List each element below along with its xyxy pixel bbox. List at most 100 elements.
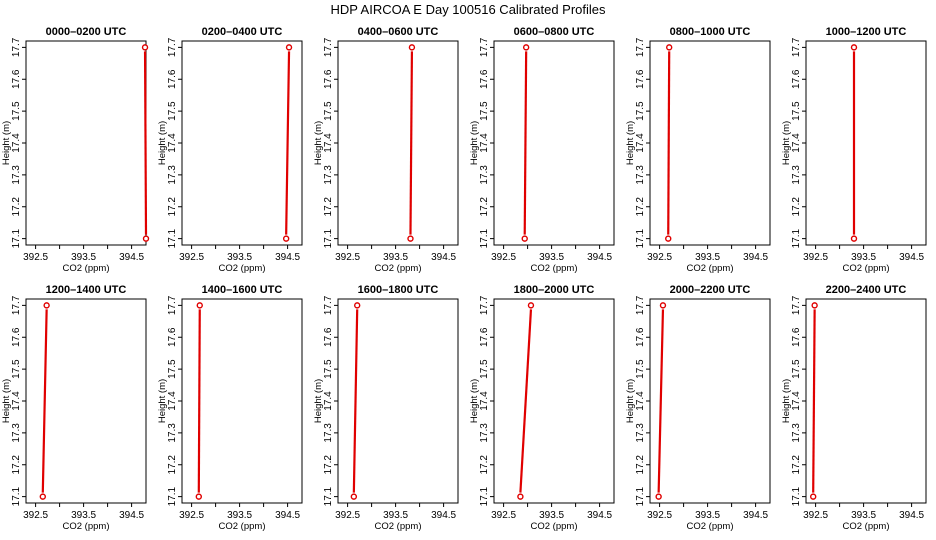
panel-9: 1600–1800 UTC 392.5 393.5 394.5 17.1 17.2 17.3… [313,284,459,532]
y-tick-label: 17.3 [479,423,490,443]
x-tick-label: 394.5 [899,510,924,521]
data-point [195,493,203,500]
data-point [521,235,528,242]
plot-frame [805,40,927,246]
y-tick-label: 17.7 [11,295,22,315]
panel-title: 1600–1800 UTC [358,284,439,296]
x-tick-label: 392.5 [647,510,672,521]
data-point [665,235,672,242]
y-axis-label: Height (m) [313,121,324,165]
y-tick-label: 17.7 [323,37,334,57]
x-axis-label: CO2 (ppm) [687,263,734,274]
y-tick-label: 17.4 [635,391,646,411]
y-tick-label: 17.5 [11,359,22,379]
x-tick-label: 394.5 [743,510,768,521]
x-axis-label: CO2 (ppm) [687,521,734,532]
y-tick-label: 17.4 [791,391,802,411]
y-tick-label: 17.7 [167,37,178,57]
y-tick-label: 17.2 [635,197,646,217]
data-point [141,44,149,51]
y-tick-label: 17.4 [167,133,178,153]
panel-3: 0400–0600 UTC 392.5 393.5 394.5 17.1 17.2 17.3… [313,26,459,274]
plot-frame [181,40,303,246]
y-tick-label: 17.4 [635,133,646,153]
panel-title: 0600–0800 UTC [514,26,595,38]
plot-frame [493,298,615,504]
y-tick-label: 17.2 [791,197,802,217]
y-axis-label: Height (m) [781,121,792,165]
data-point [659,302,667,309]
y-tick-label: 17.5 [791,101,802,121]
x-tick-label: 392.5 [23,252,48,263]
y-tick-label: 17.7 [479,37,490,57]
data-point [522,44,530,51]
x-tick-label: 393.5 [695,510,720,521]
plot-frame [805,298,927,504]
y-tick-label: 17.3 [635,423,646,443]
y-tick-label: 17.1 [323,486,334,506]
panel-title: 1000–1200 UTC [826,26,907,38]
y-tick-label: 17.2 [11,455,22,475]
plot-frame [337,40,459,246]
x-tick-label: 394.5 [275,510,300,521]
panel-grid: 0000–0200 UTC 392.5 393.5 394.5 17.1 17.2 17.3… [1,26,927,532]
y-axis-label: Height (m) [625,121,636,165]
y-tick-label: 17.6 [635,69,646,89]
y-tick-label: 17.3 [791,165,802,185]
y-tick-label: 17.5 [479,359,490,379]
y-tick-label: 17.1 [635,486,646,506]
data-point [527,302,535,309]
panel-title: 2200–2400 UTC [826,284,907,296]
x-tick-label: 394.5 [899,252,924,263]
y-tick-label: 17.7 [635,295,646,315]
y-axis-label: Height (m) [781,379,792,423]
x-tick-label: 393.5 [227,510,252,521]
profile-line [519,309,533,493]
x-tick-label: 394.5 [431,510,456,521]
y-tick-label: 17.4 [11,391,22,411]
y-tick-label: 17.7 [791,37,802,57]
x-tick-label: 393.5 [851,510,876,521]
y-tick-label: 17.7 [11,37,22,57]
plot-frame [649,298,771,504]
x-tick-label: 392.5 [179,252,204,263]
y-tick-label: 17.4 [791,133,802,153]
y-axis-label: Height (m) [157,379,168,423]
y-tick-label: 17.6 [479,327,490,347]
profile-line [285,51,291,235]
x-tick-label: 394.5 [119,510,144,521]
y-tick-label: 17.2 [791,455,802,475]
x-tick-label: 393.5 [71,252,96,263]
y-axis-label: Height (m) [625,379,636,423]
y-tick-label: 17.2 [479,197,490,217]
y-tick-label: 17.6 [635,327,646,347]
y-axis-label: Height (m) [157,121,168,165]
y-axis-label: Height (m) [469,379,480,423]
plot-frame [25,40,147,246]
data-point [811,302,818,309]
x-tick-label: 393.5 [71,510,96,521]
y-tick-label: 17.6 [323,327,334,347]
x-axis-label: CO2 (ppm) [843,521,890,532]
data-point [196,302,203,309]
panel-title: 0200–0400 UTC [202,26,283,38]
y-tick-label: 17.6 [11,69,22,89]
x-axis-label: CO2 (ppm) [63,263,110,274]
y-tick-label: 17.7 [323,295,334,315]
profile-line [409,51,414,235]
y-tick-label: 17.1 [635,228,646,248]
y-tick-label: 17.5 [11,101,22,121]
x-axis-label: CO2 (ppm) [219,263,266,274]
y-tick-label: 17.2 [323,455,334,475]
panel-2: 0200–0400 UTC 392.5 393.5 394.5 17.1 17.2 17.3… [157,26,303,274]
y-tick-label: 17.3 [167,165,178,185]
profile-line [812,309,816,493]
x-tick-label: 392.5 [179,510,204,521]
data-point [517,493,524,500]
x-axis-label: CO2 (ppm) [531,263,578,274]
profile-line [197,309,201,493]
y-axis-label: Height (m) [1,379,12,423]
y-tick-label: 17.1 [791,486,802,506]
y-tick-label: 17.3 [479,165,490,185]
